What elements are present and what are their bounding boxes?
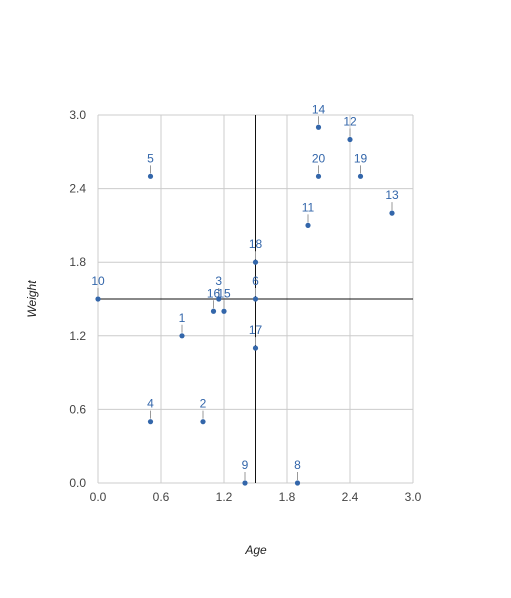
data-point: [95, 296, 101, 302]
y-tick-label: 1.8: [69, 255, 86, 269]
data-point: [294, 480, 301, 486]
point-label: 11: [302, 200, 315, 214]
point-label: 3: [215, 274, 222, 288]
point-label: 6: [252, 274, 259, 288]
data-point: [315, 173, 322, 179]
point-label: 14: [312, 102, 326, 116]
point-label: 17: [249, 323, 263, 337]
x-tick-label: 2.4: [342, 490, 359, 504]
point-label: 12: [343, 115, 357, 129]
point-label: 4: [147, 397, 154, 411]
x-tick-label: 0.6: [153, 490, 170, 504]
data-point: [252, 345, 259, 351]
point-label: 9: [242, 458, 249, 472]
data-point: [179, 333, 185, 339]
data-point: [315, 124, 322, 130]
tick-labels: 0.0 0.6 1.2 1.8 2.4 3.0 0.0 0.6 1.2 1.8 2.4 3.0: [69, 108, 421, 504]
point-label: 2: [200, 397, 207, 411]
point-label: 8: [294, 458, 301, 472]
point-label: 10: [91, 274, 105, 288]
y-tick-label: 1.2: [69, 329, 86, 343]
y-tick-label: 3.0: [69, 108, 86, 122]
data-point: [242, 480, 248, 486]
x-tick-label: 3.0: [405, 490, 422, 504]
point-label: 15: [217, 286, 231, 300]
x-axis-title: Age: [244, 543, 267, 557]
data-point: [252, 259, 259, 265]
data-point: [252, 296, 259, 302]
data-point: [347, 136, 353, 143]
data-point: [216, 296, 222, 302]
data-point: [200, 419, 206, 425]
data-point: [357, 173, 364, 179]
point-label: 19: [354, 151, 368, 165]
point-label: 20: [312, 151, 326, 165]
data-point: [305, 222, 311, 228]
point-label: 13: [385, 188, 399, 202]
x-tick-label: 0.0: [90, 490, 107, 504]
point-label: 18: [249, 237, 263, 251]
data-point: [389, 210, 395, 216]
y-axis-title: Weight: [25, 280, 39, 318]
data-point: [147, 419, 154, 425]
y-tick-label: 2.4: [69, 182, 86, 196]
x-tick-label: 1.8: [279, 490, 296, 504]
y-tick-label: 0.6: [69, 402, 86, 416]
point-label: 1: [179, 311, 186, 325]
data-point: [221, 308, 227, 314]
point-label: 16: [207, 286, 221, 300]
data-point: [147, 173, 154, 179]
y-tick-label: 0.0: [69, 476, 86, 490]
point-label: 5: [147, 151, 154, 165]
x-tick-label: 1.2: [216, 490, 233, 504]
data-point: [210, 308, 217, 314]
